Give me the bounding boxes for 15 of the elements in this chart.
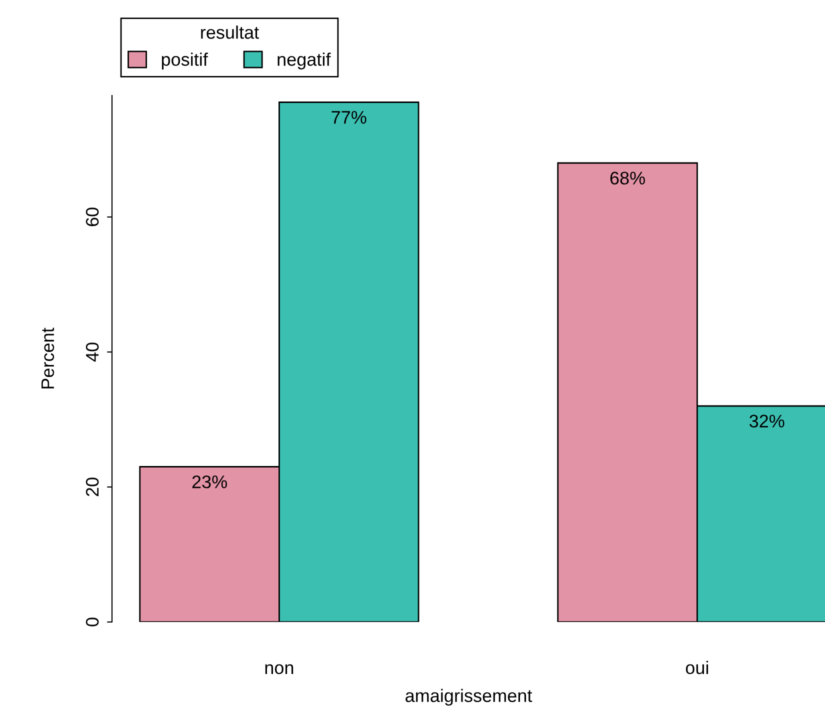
x-axis-title: amaigrissement — [406, 688, 532, 706]
data-label: 68% — [610, 172, 645, 185]
legend-label: positif — [162, 52, 208, 70]
data-label: 23% — [192, 475, 227, 488]
y-tick-label: 60 — [86, 208, 99, 226]
legend-label: negatif — [278, 52, 331, 70]
data-label: 32% — [749, 414, 784, 428]
x-tick-label: oui — [686, 660, 708, 674]
x-tick-label: non — [265, 664, 294, 674]
y-tick-label: 20 — [86, 478, 99, 496]
y-tick-label: 0 — [86, 618, 99, 626]
data-label: 77% — [332, 111, 366, 124]
y-tick-label: 40 — [86, 342, 99, 362]
y-axis-title: Percent — [42, 328, 54, 388]
legend-title: resultat — [201, 26, 259, 39]
